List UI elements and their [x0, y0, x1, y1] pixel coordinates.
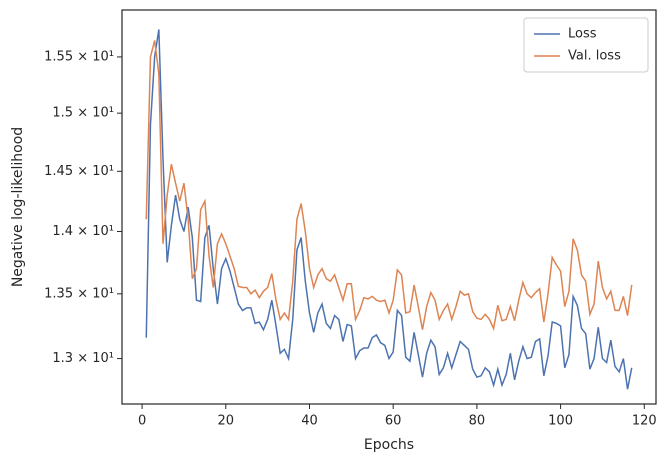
y-tick-label: 1.45 × 10¹	[44, 164, 114, 179]
line-series	[145, 40, 633, 331]
x-tick-label: 20	[218, 414, 235, 429]
legend-label: Loss	[568, 27, 597, 42]
plot-frame	[121, 9, 657, 405]
x-tick-label: 40	[301, 414, 318, 429]
y-axis-label: Negative log-likelihood	[10, 127, 26, 287]
line-series	[145, 29, 633, 390]
x-tick-label: 80	[469, 414, 486, 429]
y-tick-label: 1.35 × 10¹	[44, 286, 114, 301]
y-tick-label: 1.3 × 10¹	[52, 351, 114, 366]
x-tick-label: 60	[385, 414, 402, 429]
legend-label: Val. loss	[568, 49, 621, 64]
x-axis-label: Epochs	[364, 437, 414, 453]
y-tick-label: 1.55 × 10¹	[44, 49, 114, 64]
legend-box	[523, 17, 649, 73]
x-tick-label: 0	[138, 414, 146, 429]
y-tick-label: 1.4 × 10¹	[52, 224, 114, 239]
y-tick-label: 1.5 × 10¹	[52, 106, 114, 121]
x-tick-label: 120	[632, 414, 657, 429]
x-tick-label: 100	[548, 414, 573, 429]
